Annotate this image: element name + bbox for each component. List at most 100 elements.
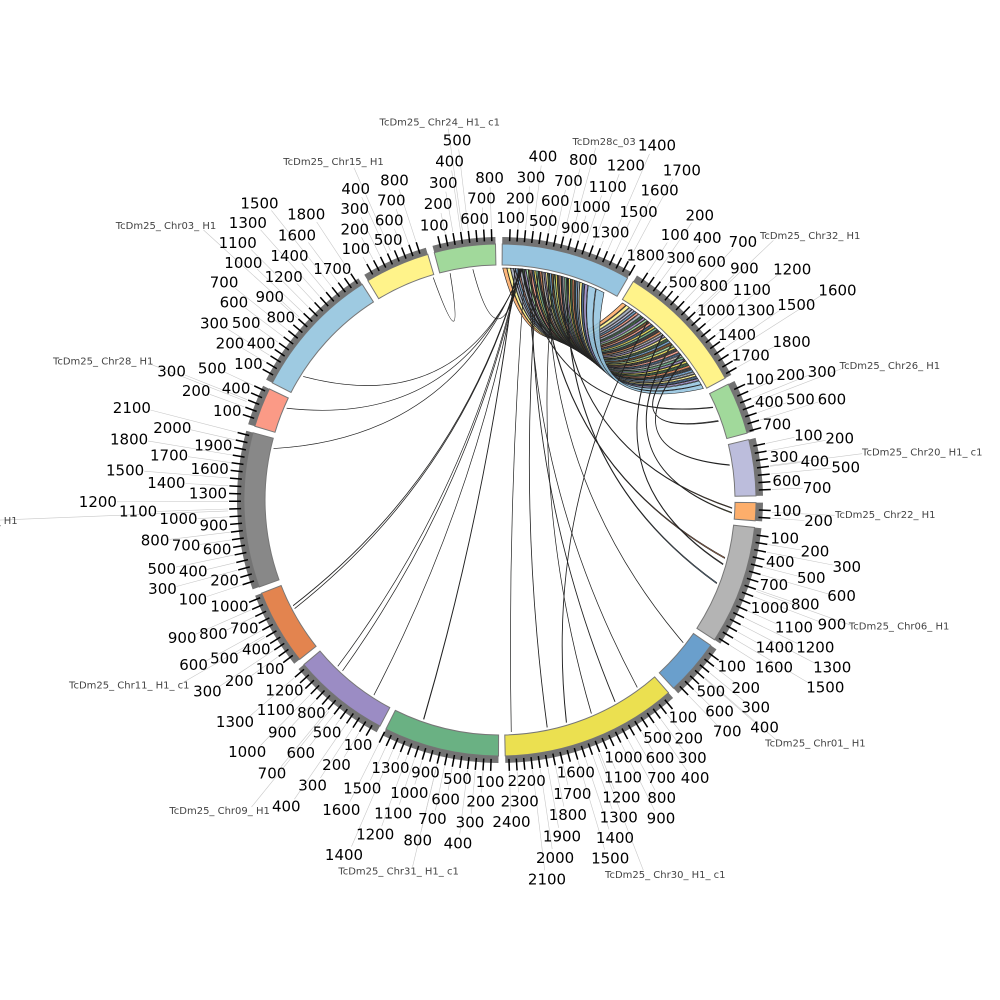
tick-band [237,430,260,590]
tick-mark [250,392,263,399]
label-leader-line [440,212,446,234]
ideogram-block[interactable] [727,438,757,497]
ideogram-block[interactable] [367,253,435,300]
tick-mark [621,260,629,273]
tick-label: 100 [794,426,823,444]
tick-mark [482,229,486,242]
ideogram-block[interactable] [733,501,757,522]
tick-mark [658,703,668,715]
tick-mark [694,669,705,679]
ideogram-block[interactable] [303,650,391,727]
sector-11 [228,430,280,590]
tick-mark [713,347,725,356]
tick-mark [686,311,696,321]
tick-label: 800 [199,625,228,643]
tick-mark [750,563,763,568]
tick-label: 1900 [194,436,232,454]
tick-label: 700 [760,576,789,594]
tick-mark [406,743,413,756]
tick-mark [530,757,534,770]
ideogram-block[interactable] [254,388,289,433]
ideogram-block[interactable] [243,432,280,588]
tick-label: 1600 [322,801,360,819]
label-leader-line [353,167,391,252]
tick-label: 1000 [604,749,642,767]
tick-label: 600 [460,210,489,228]
tick-band [266,278,363,383]
tick-mark [451,754,456,767]
sector-label: TcDm25_ Chr09_ H1 [168,806,269,817]
sector-2 [708,380,762,440]
ideogram-block[interactable] [696,524,756,641]
tick-mark [230,529,243,533]
tick-label: 900 [730,259,759,277]
tick-mark [708,652,720,661]
ideogram-block[interactable] [658,632,712,689]
tick-label: 700 [418,810,447,828]
label-leader-line [362,256,367,264]
tick-label: 600 [646,749,675,767]
tick-label: 1400 [270,247,308,265]
tick-mark [319,296,329,307]
tick-label: 500 [210,650,239,668]
tick-label: 1300 [216,713,254,731]
tick-mark [428,749,434,762]
label-leader-line [309,714,334,747]
label-leader-line [245,307,283,337]
sector-label: TcDm28c_03 [571,137,635,148]
sector-15 [432,229,497,274]
tick-label: 500 [669,274,698,292]
tick-label: 100 [770,529,799,547]
tick-label: 1300 [600,809,638,827]
tick-mark [733,383,746,391]
tick-label: 600 [220,294,249,312]
ideogram-block[interactable] [708,383,748,440]
ideogram-block[interactable] [621,280,726,389]
tick-label: 1000 [159,510,197,528]
tick-label: 800 [403,832,432,850]
label-leader-line [316,221,351,274]
tick-label: 1700 [732,346,770,364]
tick-mark [664,290,674,301]
tick-label: 600 [541,192,570,210]
ideogram-block[interactable] [504,676,670,757]
tick-mark [552,234,557,247]
label-leader-line [187,456,231,463]
label-leader-line [175,554,234,568]
tick-label: 400 [801,452,830,470]
tick-label: 1800 [287,205,325,223]
link-ribbon [547,272,684,644]
label-leader-line [765,437,795,444]
tick-mark [601,737,608,750]
label-leader-line [690,292,705,307]
tick-label: 1600 [557,763,595,781]
tick-label: 100 [213,402,242,420]
tick-label: 1400 [756,639,794,657]
tick-mark [652,281,661,292]
tick-label: 400 [750,719,779,737]
ideogram-block[interactable] [385,709,500,757]
tick-label: 800 [699,277,728,295]
label-leader-line [459,769,468,835]
ideogram-block[interactable] [433,243,497,274]
tick-label: 300 [200,315,229,333]
tick-mark [474,757,478,770]
tick-mark [739,598,751,605]
sector-label: TcDm25_ Chr32_ H1 [759,231,860,242]
label-leader-line [563,168,581,236]
tick-label: 700 [554,172,583,190]
tick-label: 300 [678,749,707,767]
label-leader-line [627,739,656,791]
tick-label: 1800 [627,247,665,265]
ideogram-block[interactable] [501,243,629,297]
label-leader-line [600,240,604,248]
tick-mark [333,704,343,715]
ideogram-block[interactable] [271,283,375,394]
tick-label: 800 [297,704,326,722]
tick-label: 700 [729,233,758,251]
link-ribbon [586,285,702,391]
tick-label: 1300 [189,484,227,502]
label-leader-line [547,767,559,828]
label-leader-line [516,771,519,793]
links-layer [273,267,733,733]
